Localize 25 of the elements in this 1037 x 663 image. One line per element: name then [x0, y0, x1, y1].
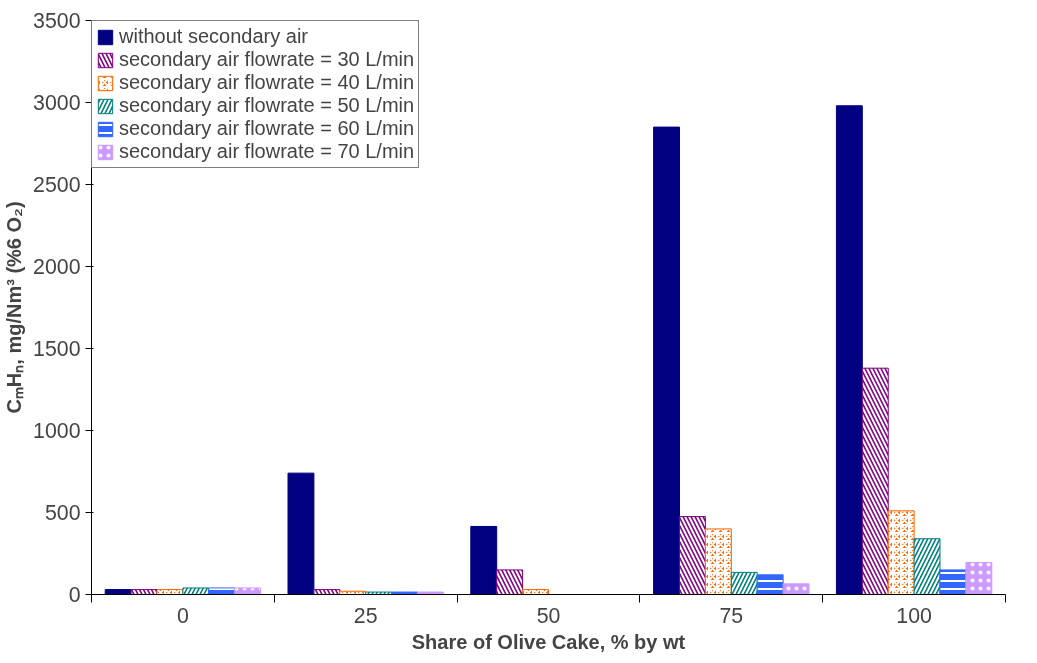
legend-label: secondary air flowrate = 40 L/min [119, 71, 415, 94]
y-axis-title: CₘHₙ, mg/Nm³ (%6 O₂) [3, 201, 26, 414]
y-tick-label: 500 [44, 501, 81, 525]
legend-label: secondary air flowrate = 70 L/min [119, 140, 415, 163]
x-tick-label: 0 [176, 603, 189, 628]
bar [470, 525, 498, 595]
y-tick-label: 1500 [33, 337, 81, 361]
y-tick-label: 1000 [33, 419, 81, 443]
legend-label: secondary air flowrate = 60 L/min [119, 117, 415, 140]
x-axis-title: Share of Olive Cake, % by wt [411, 630, 686, 653]
y-tick-label: 2000 [33, 255, 81, 279]
legend-label: without secondary air [119, 25, 308, 48]
bar [287, 472, 315, 595]
legend-label: secondary air flowrate = 50 L/min [119, 94, 415, 117]
y-tick-label: 3500 [33, 9, 81, 33]
y-tick-label: 2500 [33, 173, 81, 197]
bar [653, 126, 681, 595]
x-tick-label: 25 [353, 603, 378, 628]
x-tick-label: 50 [536, 603, 561, 628]
legend-label: secondary air flowrate = 30 L/min [119, 48, 415, 71]
x-tick-label: 100 [896, 603, 933, 628]
y-tick-label: 3000 [33, 91, 81, 115]
y-tick-label: 0 [68, 583, 81, 607]
bar [835, 105, 863, 595]
x-tick-label: 75 [719, 603, 744, 628]
